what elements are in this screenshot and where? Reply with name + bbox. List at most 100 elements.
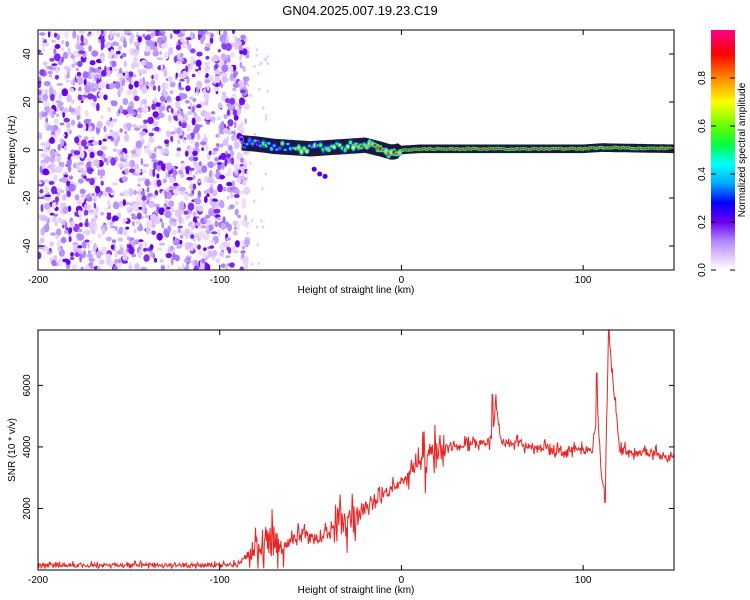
ridge-core — [272, 144, 276, 148]
noise-speckle — [53, 48, 57, 55]
side-blob — [317, 171, 323, 177]
noise-speckle — [100, 180, 104, 186]
noise-speckle — [204, 214, 211, 219]
noise-speckle — [103, 125, 107, 133]
noise-speckle — [228, 65, 234, 73]
noise-speckle — [89, 261, 94, 269]
noise-speckle — [122, 98, 129, 106]
ridge-core — [327, 148, 331, 151]
noise-speckle — [206, 193, 210, 197]
noise-speckle — [61, 256, 64, 260]
noise-speckle — [164, 139, 170, 145]
noise-speckle — [173, 182, 179, 187]
noise-speckle — [251, 262, 254, 266]
noise-speckle — [57, 144, 61, 151]
noise-speckle — [189, 48, 196, 54]
y-tick-label: 40 — [22, 48, 33, 60]
noise-speckle — [101, 69, 107, 77]
noise-speckle — [79, 150, 85, 159]
noise-speckle — [43, 100, 50, 107]
ridge-core — [286, 142, 290, 146]
noise-speckle — [77, 105, 82, 111]
noise-speckle — [186, 134, 192, 140]
noise-speckle — [61, 161, 65, 168]
noise-speckle — [171, 207, 175, 213]
noise-speckle — [143, 147, 149, 154]
noise-speckle — [39, 165, 43, 173]
noise-speckle — [87, 158, 92, 162]
noise-speckle — [84, 264, 90, 270]
noise-speckle — [47, 164, 53, 169]
noise-speckle — [151, 159, 158, 162]
noise-speckle — [161, 43, 168, 49]
noise-speckle — [188, 96, 195, 100]
noise-speckle — [141, 106, 149, 114]
noise-speckle — [176, 245, 182, 249]
noise-speckle — [163, 148, 169, 155]
ridge-core — [305, 149, 309, 153]
noise-speckle — [123, 30, 127, 36]
noise-speckle — [162, 178, 167, 184]
noise-speckle — [87, 93, 94, 100]
noise-speckle — [53, 174, 58, 182]
noise-speckle — [42, 46, 45, 52]
noise-speckle — [51, 259, 57, 267]
noise-speckle — [184, 228, 191, 235]
noise-speckle — [143, 119, 148, 124]
noise-speckle — [68, 227, 73, 234]
noise-speckle — [129, 202, 133, 207]
noise-speckle — [145, 44, 151, 53]
noise-speckle — [257, 71, 260, 75]
noise-speckle — [128, 71, 134, 77]
noise-speckle — [182, 139, 187, 144]
noise-speckle — [185, 65, 189, 72]
noise-speckle — [137, 251, 142, 259]
noise-speckle — [196, 104, 202, 109]
noise-speckle — [119, 128, 123, 133]
noise-speckle — [124, 134, 130, 142]
noise-speckle — [220, 72, 226, 78]
noise-speckle — [137, 225, 144, 231]
noise-speckle — [156, 173, 160, 179]
noise-speckle — [260, 219, 263, 223]
noise-speckle — [192, 174, 196, 180]
noise-speckle — [144, 178, 151, 187]
noise-speckle — [231, 30, 236, 35]
noise-speckle — [49, 85, 53, 93]
noise-speckle — [117, 163, 122, 168]
noise-speckle — [116, 50, 121, 55]
noise-speckle — [55, 66, 59, 74]
ridge-core — [319, 143, 323, 147]
noise-speckle — [237, 40, 242, 47]
noise-speckle — [266, 61, 270, 66]
noise-speckle — [264, 172, 267, 176]
noise-speckle — [74, 136, 80, 144]
noise-speckle — [229, 97, 236, 105]
noise-speckle — [150, 79, 156, 86]
noise-speckle — [146, 219, 153, 228]
noise-speckle — [141, 170, 147, 173]
noise-speckle — [167, 264, 170, 268]
noise-speckle — [239, 266, 245, 270]
ridge-core — [398, 151, 402, 155]
spectrogram-y-axis-label: Frequency (Hz) — [7, 116, 18, 185]
noise-speckle — [56, 239, 62, 248]
noise-speckle — [183, 193, 189, 201]
noise-speckle — [205, 121, 209, 125]
noise-speckle — [191, 106, 195, 113]
noise-speckle — [194, 197, 202, 205]
noise-speckle — [163, 51, 169, 60]
noise-speckle — [70, 79, 74, 86]
noise-speckle — [236, 223, 240, 230]
noise-speckle — [56, 187, 62, 194]
noise-speckle — [125, 207, 130, 212]
noise-speckle — [54, 44, 61, 49]
noise-speckle — [135, 140, 142, 149]
noise-speckle — [130, 32, 135, 41]
noise-speckle — [137, 177, 143, 183]
noise-speckle — [42, 61, 48, 66]
noise-speckle — [119, 105, 123, 114]
noise-speckle — [149, 244, 154, 250]
noise-speckle — [249, 161, 252, 165]
noise-speckle — [138, 125, 144, 129]
